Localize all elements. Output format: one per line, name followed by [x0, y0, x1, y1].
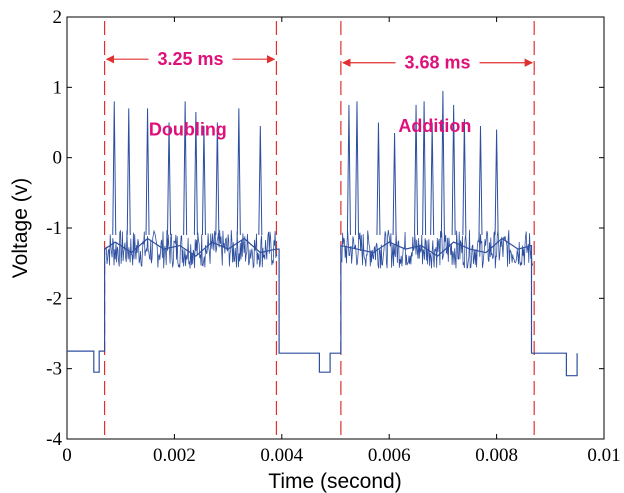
phase-label: Addition: [398, 116, 471, 136]
spike: [183, 101, 188, 236]
spike: [414, 104, 419, 236]
spike: [346, 104, 351, 236]
spike: [126, 108, 131, 236]
plot-area: [66, 16, 605, 440]
spike: [167, 122, 172, 236]
x-tick-labels: 0 0.002 0.004 0.006 0.008 0.01: [62, 445, 620, 466]
noise-trace: [341, 229, 534, 269]
y-tick-label: 2: [53, 7, 63, 28]
y-tick-label: -4: [46, 429, 62, 450]
spike: [422, 101, 427, 236]
interval-label: 3.68 ms: [404, 53, 470, 73]
x-tick-label: 0.002: [153, 445, 196, 466]
annotations: 3.25 ms 3.68 ms Doubling Addition: [105, 49, 534, 140]
spike: [392, 133, 397, 236]
spike: [376, 122, 381, 236]
noise-trace: [105, 229, 278, 269]
y-tick-label: -2: [46, 288, 62, 309]
y-tick-label: -1: [46, 218, 62, 239]
spike: [258, 126, 263, 236]
spike: [193, 111, 198, 236]
vertical-markers: [103, 21, 535, 439]
spike: [145, 108, 150, 236]
phase-label: Doubling: [149, 120, 227, 140]
spike: [201, 126, 206, 236]
x-axis-label: Time (second): [268, 470, 401, 493]
x-tick-label: 0.008: [475, 445, 518, 466]
y-tick-labels: -4 -3 -2 -1 0 1 2: [46, 7, 62, 450]
axis-ticks: [66, 16, 605, 440]
spike: [478, 126, 483, 236]
interval-label: 3.25 ms: [157, 49, 223, 69]
y-tick-label: -3: [46, 359, 62, 380]
y-tick-label: 1: [53, 77, 63, 98]
x-tick-label: 0.01: [587, 445, 620, 466]
x-tick-label: 0: [62, 445, 72, 466]
spike: [112, 101, 117, 236]
x-tick-label: 0.006: [368, 445, 411, 466]
y-tick-label: 0: [53, 148, 63, 169]
spike: [462, 118, 467, 236]
y-axis-label: Voltage (v): [9, 178, 32, 278]
spike: [494, 129, 499, 236]
spike: [354, 101, 359, 236]
spike: [215, 122, 220, 236]
x-tick-label: 0.004: [260, 445, 303, 466]
spike: [451, 104, 456, 236]
spike: [430, 122, 435, 236]
signal-series: [67, 90, 578, 377]
spike: [236, 108, 241, 236]
spike: [440, 90, 445, 236]
